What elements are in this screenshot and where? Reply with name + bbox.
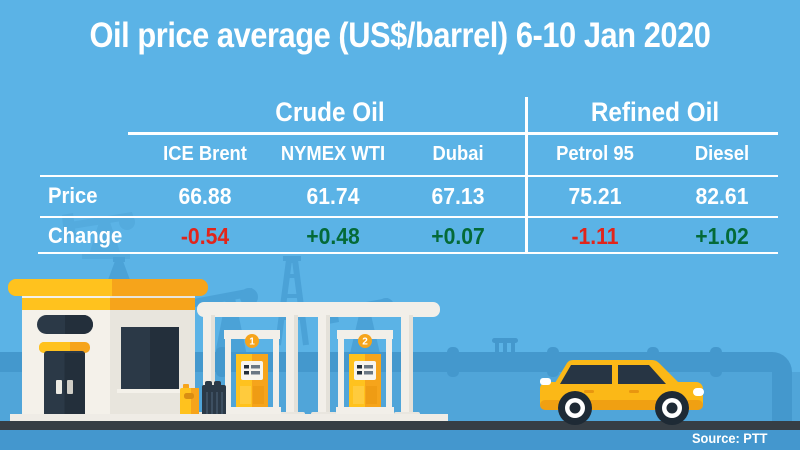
column-header-diesel: Diesel <box>694 143 750 165</box>
price-ice-brent: 66.88 <box>178 183 232 209</box>
row-line-1 <box>40 175 778 177</box>
car-taillight <box>540 378 551 385</box>
row-line-3 <box>38 252 778 254</box>
row-label-change: Change <box>48 223 123 248</box>
change-diesel: +1.02 <box>695 223 749 249</box>
derrick-silhouette-small <box>108 257 130 280</box>
header-underline <box>128 132 778 135</box>
row-line-2 <box>40 216 778 218</box>
canopy <box>196 302 440 420</box>
row-label-price: Price <box>48 183 98 208</box>
fuel-pump-1: 1 <box>223 330 281 415</box>
source-credit: Source: PTT <box>692 431 768 446</box>
canopy-beam <box>197 302 440 317</box>
column-header-petrol-95: Petrol 95 <box>556 143 634 165</box>
price-diesel: 82.61 <box>695 183 749 209</box>
pipe-valve <box>492 338 518 353</box>
price-nymex-wti: 61.74 <box>306 183 360 209</box>
car-window-rear <box>560 365 612 384</box>
pipe-elbow <box>772 352 792 421</box>
platform <box>10 414 448 422</box>
page-title: Oil price average (US$/barrel) 6-10 Jan … <box>89 16 711 55</box>
column-header-dubai: Dubai <box>432 143 484 165</box>
car-wheel-rear <box>558 391 592 425</box>
column-header-nymex-wti: NYMEX WTI <box>280 143 386 165</box>
pump-screen <box>241 361 263 380</box>
change-dubai: +0.07 <box>431 223 485 249</box>
group-header-refined-oil: Refined Oil <box>590 97 720 127</box>
pump-number-2: 2 <box>362 337 368 348</box>
change-petrol-95: -1.11 <box>571 223 619 249</box>
jerry-cans <box>180 381 226 420</box>
pump-number-badge <box>358 334 372 348</box>
pump-number-badge <box>245 334 259 348</box>
ground <box>0 414 800 450</box>
price-dubai: 67.13 <box>431 183 485 209</box>
car <box>540 360 704 425</box>
fuel-pump-2: 2 <box>336 330 394 415</box>
pump-screen <box>354 361 376 380</box>
footer-strip <box>0 430 800 450</box>
pump-number-1: 1 <box>249 337 255 348</box>
station-building <box>8 279 208 420</box>
door-handle <box>56 380 62 394</box>
car-headlight <box>693 388 704 396</box>
change-nymex-wti: +0.48 <box>306 223 360 249</box>
road <box>0 421 800 430</box>
car-wheel-front <box>655 391 689 425</box>
car-window-front <box>618 365 666 384</box>
group-header-crude-oil: Crude Oil <box>275 97 385 127</box>
change-ice-brent: -0.54 <box>180 223 230 249</box>
column-header-ice-brent: ICE Brent <box>163 143 247 165</box>
door-handle <box>67 380 73 394</box>
price-petrol-95: 75.21 <box>568 183 622 209</box>
